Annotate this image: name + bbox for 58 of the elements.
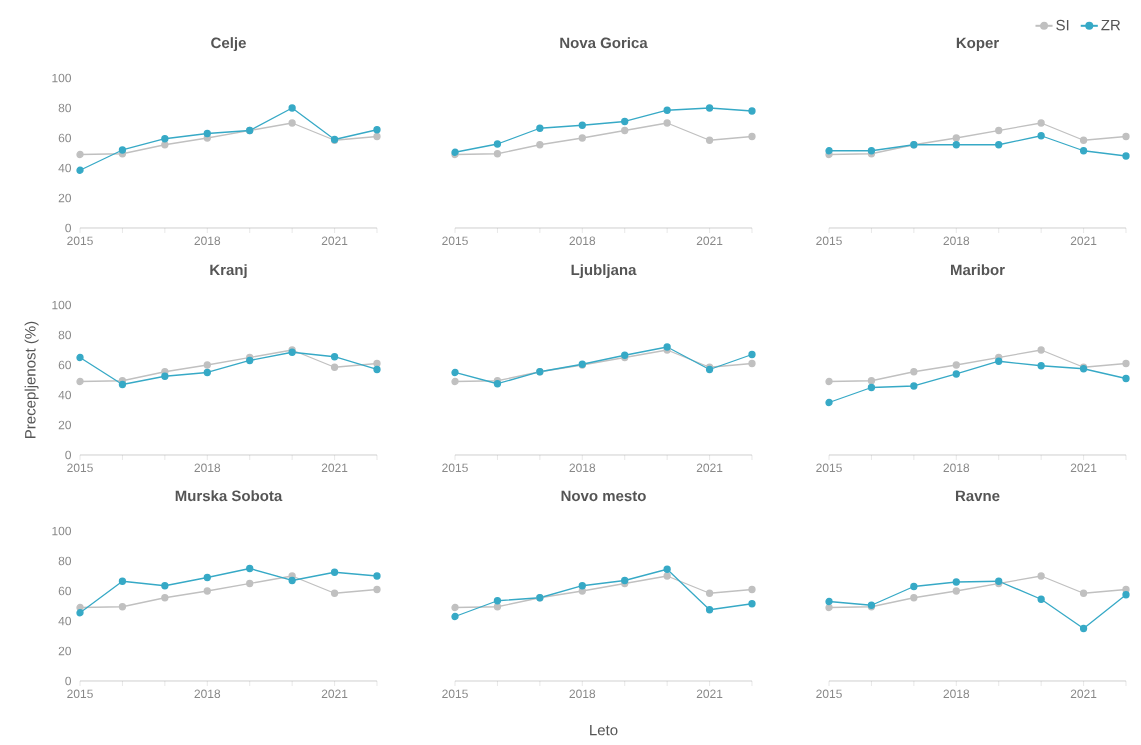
y-tick-label: 60 bbox=[58, 133, 72, 143]
chart-title: Murska Sobota bbox=[175, 490, 283, 502]
chart-title: Novo mesto bbox=[561, 490, 646, 502]
x-tick-label: 2015 bbox=[442, 463, 468, 473]
x-tick-label: 2018 bbox=[194, 463, 221, 473]
legend-label: SI bbox=[1056, 19, 1069, 31]
y-tick-label: 80 bbox=[58, 556, 72, 566]
y-axis-title: Precepljenost (%) bbox=[24, 321, 39, 438]
chart-title: Ljubljana bbox=[571, 264, 637, 279]
x-tick-label: 2021 bbox=[321, 463, 348, 473]
chart-title: Nova Gorica bbox=[560, 37, 648, 49]
y-tick-label: 0 bbox=[65, 450, 72, 460]
x-tick-label: 2021 bbox=[321, 236, 348, 246]
y-tick-label: 60 bbox=[58, 586, 72, 596]
y-tick-label: 0 bbox=[65, 223, 72, 233]
x-tick-label: 2015 bbox=[67, 236, 93, 246]
x-tick-label: 2021 bbox=[321, 689, 348, 699]
x-tick-label: 2018 bbox=[194, 236, 221, 246]
x-axis-title: Leto bbox=[590, 724, 618, 736]
x-tick-label: 2015 bbox=[816, 236, 842, 246]
x-tick-label: 2015 bbox=[816, 463, 842, 473]
chart-title: Kranj bbox=[210, 264, 247, 279]
x-tick-label: 2015 bbox=[816, 689, 842, 699]
y-tick-label: 80 bbox=[58, 103, 72, 113]
x-tick-label: 2015 bbox=[67, 689, 93, 699]
x-tick-label: 2015 bbox=[442, 689, 468, 699]
chart-title: Ravne bbox=[956, 490, 1000, 502]
x-tick-label: 2018 bbox=[943, 689, 970, 699]
x-tick-label: 2018 bbox=[943, 463, 970, 473]
x-tick-label: 2018 bbox=[194, 689, 221, 699]
y-tick-label: 60 bbox=[58, 360, 72, 370]
y-tick-label: 80 bbox=[58, 330, 72, 340]
x-tick-label: 2018 bbox=[569, 689, 596, 699]
chart-title: Maribor bbox=[951, 264, 1005, 276]
y-tick-label: 40 bbox=[58, 163, 72, 173]
legend-label: ZR bbox=[1101, 19, 1121, 31]
x-tick-label: 2018 bbox=[943, 236, 970, 246]
y-tick-label: 40 bbox=[58, 616, 72, 626]
chart-title: Celje bbox=[211, 37, 246, 52]
x-tick-label: 2021 bbox=[696, 689, 723, 699]
x-tick-label: 2015 bbox=[442, 236, 468, 246]
y-tick-label: 40 bbox=[58, 390, 72, 400]
y-tick-label: 0 bbox=[65, 676, 72, 686]
x-tick-label: 2018 bbox=[569, 463, 596, 473]
x-tick-label: 2021 bbox=[1070, 689, 1097, 699]
x-tick-label: 2018 bbox=[569, 236, 596, 246]
y-tick-label: 100 bbox=[52, 526, 72, 536]
chart-title: Koper bbox=[956, 37, 999, 52]
x-tick-label: 2021 bbox=[696, 236, 723, 246]
x-tick-label: 2015 bbox=[67, 463, 93, 473]
y-tick-label: 20 bbox=[58, 646, 72, 656]
x-tick-label: 2021 bbox=[1070, 463, 1097, 473]
x-tick-label: 2021 bbox=[696, 463, 723, 473]
y-tick-label: 20 bbox=[58, 420, 72, 430]
y-tick-label: 100 bbox=[52, 73, 72, 83]
y-tick-label: 100 bbox=[52, 300, 72, 310]
x-tick-label: 2021 bbox=[1070, 236, 1097, 246]
y-tick-label: 20 bbox=[58, 193, 72, 203]
